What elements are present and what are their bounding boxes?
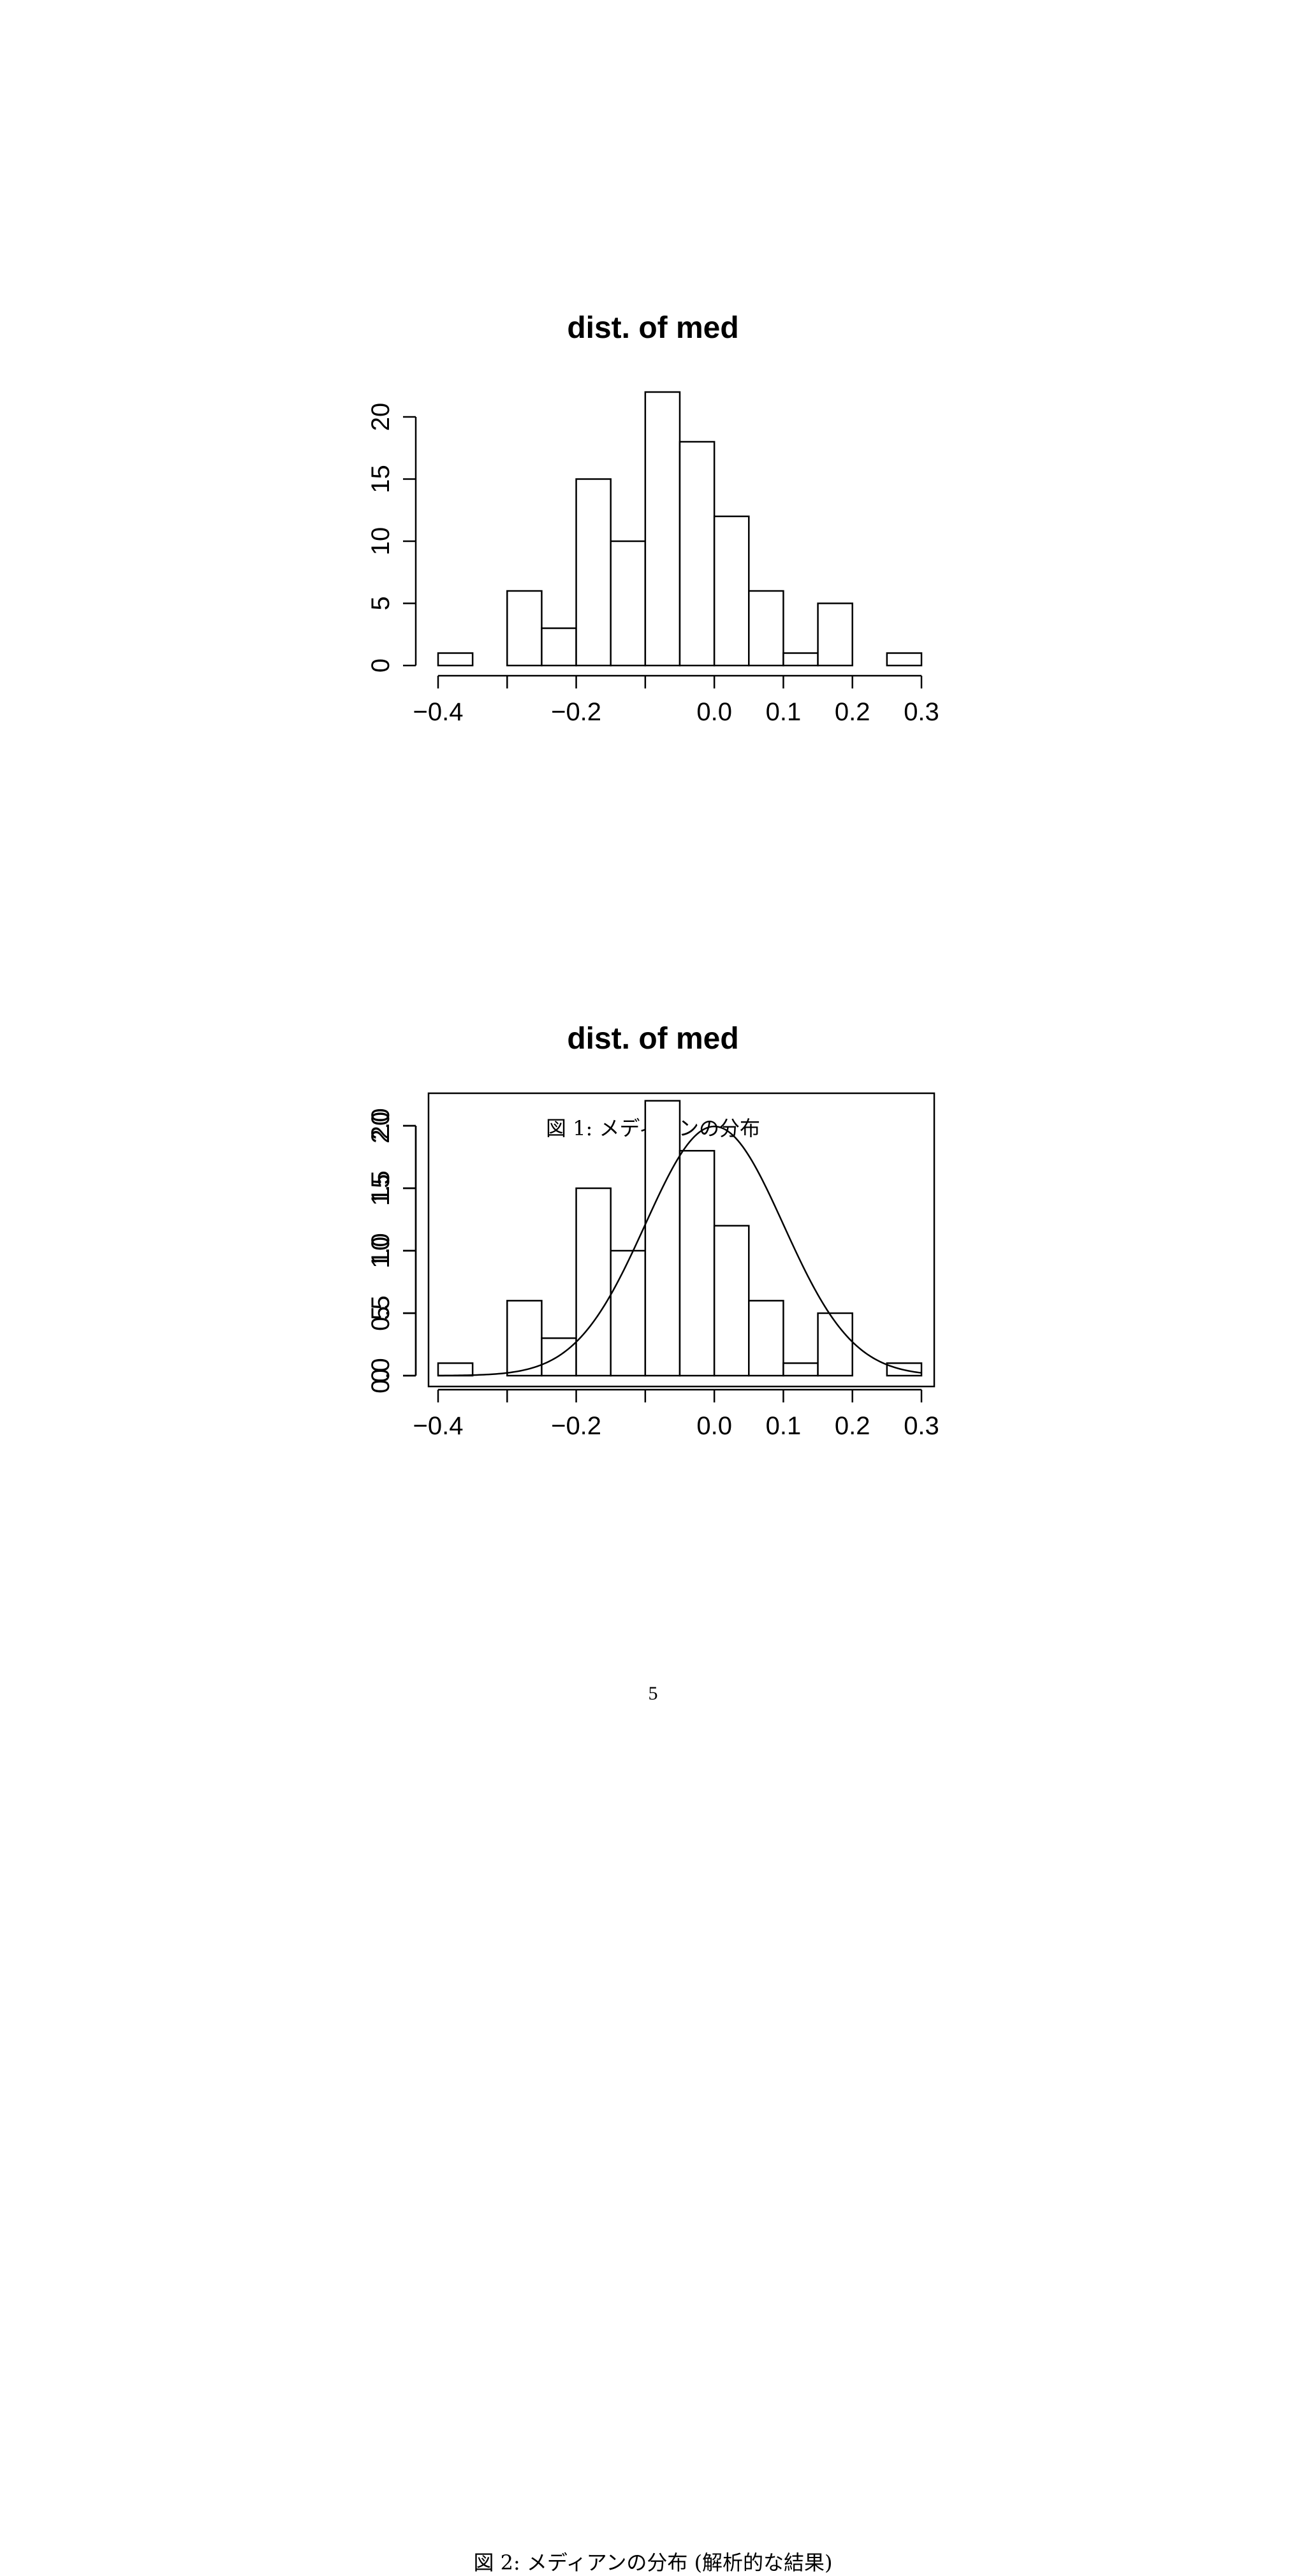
plot-box — [427, 1092, 935, 1388]
y-tick-label: 20 — [367, 403, 395, 432]
density-curve — [437, 1125, 922, 1377]
x-tick-label: −0.4 — [413, 1412, 464, 1440]
x-tick-label: 0.2 — [835, 1412, 870, 1440]
histogram-bar — [817, 602, 853, 667]
histogram-bar — [782, 1362, 819, 1377]
density-tick-label: 1.0 — [367, 1233, 395, 1269]
y-tick-label: 5 — [367, 596, 395, 610]
histogram-bar — [679, 440, 715, 667]
histogram-bar — [506, 1300, 543, 1377]
y-tick-label: 15 — [367, 465, 395, 493]
x-tick-label: −0.4 — [413, 698, 464, 726]
density-tick-label: 1.5 — [367, 1170, 395, 1206]
histogram-bar — [437, 1362, 474, 1377]
density-tick-label: 0.5 — [367, 1295, 395, 1331]
density-tick-label: 2.0 — [367, 1108, 395, 1144]
histogram-bar — [610, 540, 647, 667]
x-tick-label: 0.3 — [904, 698, 939, 726]
histogram-bar — [782, 652, 819, 667]
y-tick-label: 0 — [367, 659, 395, 673]
histogram-bar — [713, 1225, 750, 1377]
page-number: 5 — [648, 1683, 658, 1704]
y-tick-label: 15 — [367, 1174, 395, 1203]
histogram-chart-2: dist. of med −0.4 −0.2 0.0 0.1 0.2 0.3 0 5 10 15 20… — [367, 1022, 939, 1440]
histogram-bar — [748, 590, 784, 667]
histogram-chart-1: dist. of med −0.4 −0.2 0.0 0.1 0.2 0.3 0 5 10 15 20 — [367, 311, 939, 726]
x-tick-label: 0.0 — [696, 1412, 732, 1440]
x-tick-label: 0.3 — [904, 1412, 939, 1440]
histogram-bar — [437, 652, 474, 667]
histogram-bar — [506, 590, 543, 667]
histogram-bar — [679, 1149, 715, 1377]
figure-2-caption: 図 2: メディアンの分布 (解析的な結果) — [473, 2551, 833, 2575]
x-tick-label: −0.2 — [551, 1412, 601, 1440]
y-tick-label: 0 — [367, 1369, 395, 1383]
histogram-bar — [748, 1300, 784, 1377]
histogram-bar — [610, 1249, 647, 1377]
histogram-bar — [575, 1187, 612, 1377]
y-tick-label: 10 — [367, 527, 395, 556]
chart-title: dist. of med — [567, 311, 738, 345]
histogram-bar — [817, 1312, 853, 1377]
histogram-bar — [644, 391, 681, 667]
y-tick-label: 5 — [367, 1306, 395, 1320]
figure-1: dist. of med −0.4 −0.2 0.0 0.1 0.2 0.3 0 5 10 15 20… — [0, 255, 1306, 1140]
histogram-bar — [713, 515, 750, 667]
density-tick-label: 0.0 — [367, 1358, 395, 1394]
histogram-bar — [541, 1337, 577, 1377]
chart-title: dist. of med — [567, 1022, 738, 1056]
x-tick-label: −0.2 — [551, 698, 601, 726]
y-tick-label: 10 — [367, 1237, 395, 1265]
x-tick-label: 0.0 — [696, 698, 732, 726]
histogram-bar — [644, 1100, 681, 1377]
histogram-bar — [886, 652, 923, 667]
figure-2: dist. of med −0.4 −0.2 0.0 0.1 0.2 0.3 0 5 10 15 20… — [0, 982, 1306, 2575]
x-tick-label: 0.1 — [766, 698, 802, 726]
histogram-bar — [575, 478, 612, 667]
x-tick-label: 0.1 — [766, 1412, 802, 1440]
y-tick-label: 20 — [367, 1112, 395, 1140]
x-tick-label: 0.2 — [835, 698, 870, 726]
histogram-bar — [541, 627, 577, 667]
